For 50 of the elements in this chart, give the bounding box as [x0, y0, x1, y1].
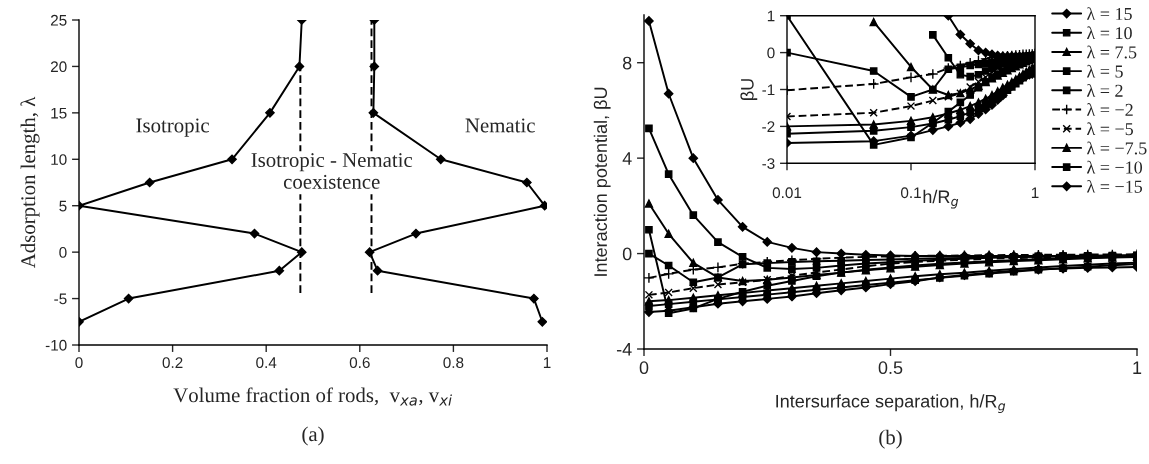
legend-label: λ = 5 [1087, 64, 1123, 78]
x-tick-label: 0 [639, 361, 649, 375]
x-tick-label: 1 [1031, 187, 1039, 198]
legend-label: λ = −10 [1087, 160, 1143, 174]
y-axis-title: βU [740, 79, 758, 100]
y-tick-label: -4 [616, 343, 632, 356]
y-axis-title: Adsorption length, λ [20, 96, 40, 269]
y-tick-label: -1 [762, 84, 775, 96]
y-tick-label: 20 [50, 61, 67, 73]
x-tick-label: 0.4 [256, 357, 277, 369]
x-tick-label: 0.5 [878, 361, 903, 375]
legend-label: λ = −5 [1087, 122, 1133, 136]
x-tick-label: 0.2 [162, 357, 183, 369]
x-axis-title: h/R$_{g}$ [923, 189, 959, 209]
y-tick-label: 0 [59, 247, 67, 258]
y-tick-label: 1 [767, 10, 775, 22]
x-tick-label: 1 [543, 357, 551, 368]
annotation: Nematic [465, 118, 535, 133]
y-tick-label: 10 [51, 154, 67, 165]
legend-label: λ = 7.5 [1087, 45, 1137, 59]
x-axis-title: Intersurface separation, h/R$_{g}$ [776, 394, 1006, 413]
x-tick-label: 0 [75, 357, 83, 369]
annotation: Isotropic - Nematic coexistence [251, 153, 413, 189]
y-tick-label: 8 [622, 56, 632, 70]
y-tick-label: 5 [59, 200, 67, 212]
x-tick-label: 0.8 [443, 357, 464, 369]
x-tick-label: 0.1 [900, 187, 921, 199]
y-tick-label: 25 [50, 14, 67, 26]
legend-label: λ = 2 [1087, 83, 1123, 97]
y-tick-label: 0 [767, 47, 775, 59]
y-tick-label: -2 [762, 121, 775, 132]
annotation: Isotropic [136, 118, 209, 137]
y-tick-label: 0 [622, 247, 632, 261]
legend-label: λ = −15 [1087, 179, 1143, 193]
y-tick-label: 15 [51, 107, 67, 119]
text: (b) [879, 429, 902, 449]
y-tick-label: -5 [54, 293, 67, 305]
x-tick-label: 1 [1133, 361, 1142, 374]
text: (a) [302, 426, 324, 446]
x-axis-title: Volume fraction of rods, v$_{xa}$, v$_{xi}$ [173, 387, 452, 406]
x-tick-label: 0.6 [349, 357, 370, 369]
x-tick-label: 0.01 [772, 187, 802, 199]
y-axis-title: Interaction potential, βU [593, 87, 611, 276]
legend-label: λ = −7.5 [1087, 141, 1147, 155]
legend-label: λ = 10 [1087, 26, 1132, 40]
y-tick-label: -3 [762, 158, 775, 169]
legend-label: λ = 15 [1087, 7, 1132, 21]
legend-label: λ = −2 [1087, 103, 1133, 116]
y-tick-label: 4 [622, 152, 632, 165]
y-tick-label: -10 [45, 339, 67, 351]
